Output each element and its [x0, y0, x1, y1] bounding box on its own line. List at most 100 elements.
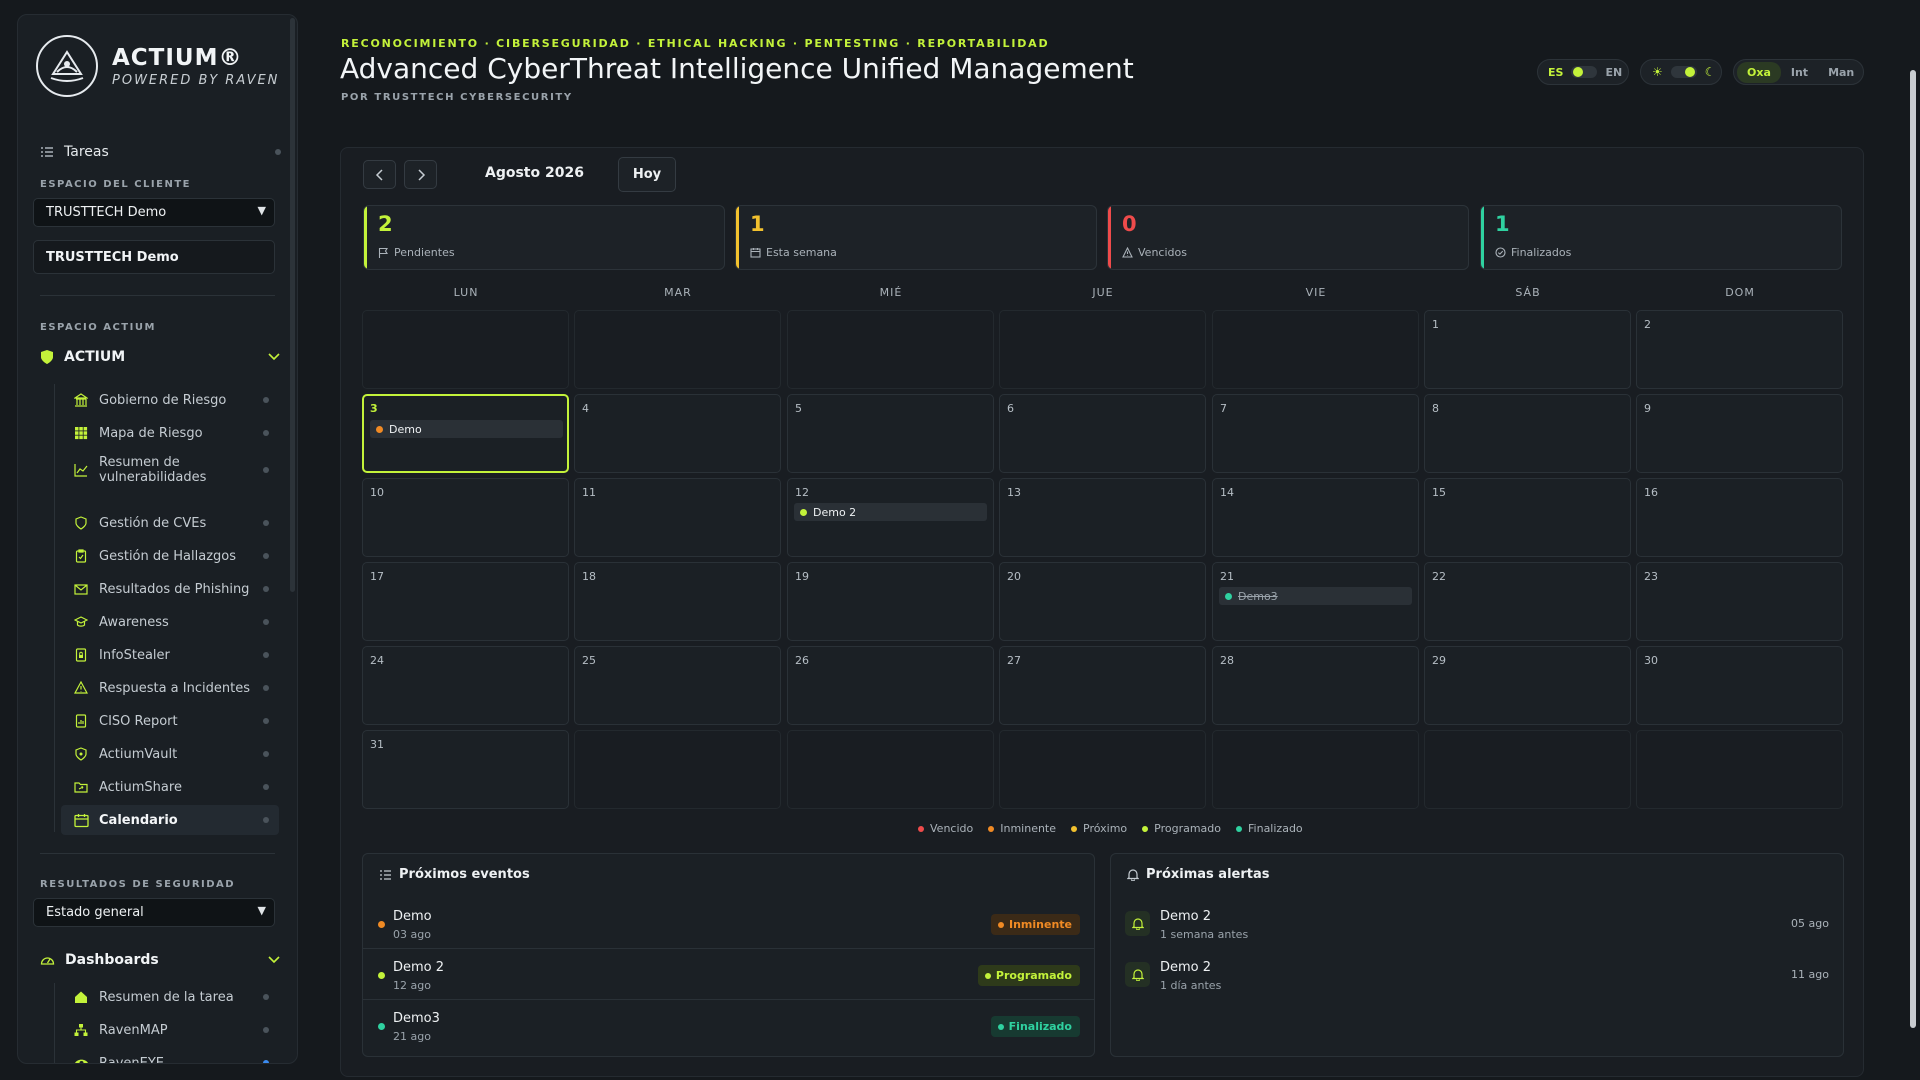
stat-card-finalizados[interactable]: 1 Finalizados: [1480, 205, 1842, 270]
sidebar-item-mapa-de-riesgo[interactable]: Mapa de Riesgo: [61, 418, 279, 448]
upcoming-event-row[interactable]: Demo3 21 ago Finalizado: [363, 1000, 1094, 1051]
sidebar-item-calendario[interactable]: Calendario: [61, 805, 279, 835]
mode-int[interactable]: Int: [1790, 65, 1809, 79]
alert-row[interactable]: Demo 2 1 día antes 11 ago: [1111, 949, 1843, 1000]
calendar-day-cell[interactable]: 1: [1424, 310, 1631, 389]
sidebar-item-label: Awareness: [99, 614, 169, 630]
calendar-day-cell[interactable]: 22: [1424, 562, 1631, 641]
calendar-day-cell[interactable]: 20: [999, 562, 1206, 641]
sidebar-item-gestion-de-cves[interactable]: Gestión de CVEs: [61, 508, 279, 538]
page-subtitle: POR TRUSTTECH CYBERSECURITY: [341, 92, 573, 103]
bell-icon: [1125, 962, 1150, 987]
sidebar-item-resultados-de-phishing[interactable]: Resultados de Phishing: [61, 574, 279, 604]
sidebar-item-resumen-de-la-tarea[interactable]: Resumen de la tarea: [61, 982, 279, 1012]
calendar-day-cell[interactable]: 4: [574, 394, 781, 473]
sidebar-item-ciso-report[interactable]: CISO Report: [61, 706, 279, 736]
calendar-day-cell[interactable]: 26: [787, 646, 994, 725]
sidebar-item-awareness[interactable]: Awareness: [61, 607, 279, 637]
today-button[interactable]: Hoy: [618, 157, 676, 192]
status-dot: [263, 619, 269, 625]
calendar-event[interactable]: Demo 2: [794, 503, 987, 521]
prev-month-button[interactable]: [363, 160, 396, 189]
theme-toggle[interactable]: ☀ ☾: [1640, 59, 1722, 85]
calendar-day-cell[interactable]: 25: [574, 646, 781, 725]
sidebar-item-actiumshare[interactable]: ActiumShare: [61, 772, 279, 802]
upcoming-event-row[interactable]: Demo 03 ago Inminente: [363, 898, 1094, 949]
alert-row[interactable]: Demo 2 1 semana antes 05 ago: [1111, 898, 1843, 949]
calendar-day-cell[interactable]: 21 Demo3: [1212, 562, 1419, 641]
calendar-day-cell[interactable]: 30: [1636, 646, 1843, 725]
language-toggle[interactable]: ES EN: [1537, 59, 1629, 85]
calendar-day-cell[interactable]: 18: [574, 562, 781, 641]
sidebar-item-actiumvault[interactable]: ActiumVault: [61, 739, 279, 769]
status-dot: [263, 994, 269, 1000]
calendar-day-cell[interactable]: 10: [362, 478, 569, 557]
sidebar-item-label: Gobierno de Riesgo: [99, 392, 227, 408]
sidebar-item-gobierno-de-riesgo[interactable]: Gobierno de Riesgo: [61, 385, 279, 415]
calendar-day-cell[interactable]: 27: [999, 646, 1206, 725]
calendar-day-cell[interactable]: 11: [574, 478, 781, 557]
day-number: 31: [370, 738, 384, 751]
calendar-day-cell[interactable]: 23: [1636, 562, 1843, 641]
mode-oxa[interactable]: Oxa: [1737, 61, 1781, 83]
calendar-day-cell-today[interactable]: 3 Demo: [362, 394, 569, 473]
submenu-line: [54, 983, 55, 1063]
day-number: 10: [370, 486, 384, 499]
calendar-day-cell[interactable]: 16: [1636, 478, 1843, 557]
upcoming-event-row[interactable]: Demo 2 12 ago Programado: [363, 949, 1094, 1000]
client-select[interactable]: TRUSTTECH Demo ▼: [33, 198, 275, 227]
status-dot: [263, 751, 269, 757]
legend-label: Programado: [1154, 822, 1222, 835]
calendar-day-cell[interactable]: 31: [362, 730, 569, 809]
security-select[interactable]: Estado general ▼: [33, 898, 275, 927]
clipboard-icon: [73, 548, 89, 564]
calendar-day-cell[interactable]: 13: [999, 478, 1206, 557]
calendar-day-cell[interactable]: 8: [1424, 394, 1631, 473]
calendar-day-cell[interactable]: 15: [1424, 478, 1631, 557]
stat-card-esta-semana[interactable]: 1 Esta semana: [735, 205, 1097, 270]
sidebar-scrollbar[interactable]: [290, 18, 295, 592]
calendar-day-cell[interactable]: 14: [1212, 478, 1419, 557]
calendar-day-cell[interactable]: 12 Demo 2: [787, 478, 994, 557]
calendar-event[interactable]: Demo: [370, 420, 563, 438]
calendar-icon: [73, 812, 89, 828]
stat-card-vencidos[interactable]: 0 Vencidos: [1107, 205, 1469, 270]
mode-switcher[interactable]: Oxa Int Man: [1733, 59, 1864, 85]
calendar-day-cell[interactable]: 2: [1636, 310, 1843, 389]
calendar-day-cell[interactable]: 5: [787, 394, 994, 473]
sidebar-item-gestion-de-hallazgos[interactable]: Gestión de Hallazgos: [61, 541, 279, 571]
theme-switch[interactable]: [1670, 66, 1697, 78]
next-month-button[interactable]: [404, 160, 437, 189]
calendar-empty-cell: [362, 310, 569, 389]
calendar-day-cell[interactable]: 9: [1636, 394, 1843, 473]
sidebar-item-infostealer[interactable]: InfoStealer: [61, 640, 279, 670]
lang-switch[interactable]: [1571, 66, 1598, 78]
actium-group-toggle[interactable]: ACTIUM: [40, 349, 280, 365]
calendar-day-cell[interactable]: 19: [787, 562, 994, 641]
day-number: 20: [1007, 570, 1021, 583]
sidebar-item-respuesta-a-incidentes[interactable]: Respuesta a Incidentes: [61, 673, 279, 703]
calendar-day-cell[interactable]: 7: [1212, 394, 1419, 473]
day-number: 17: [370, 570, 384, 583]
stat-label: Vencidos: [1138, 246, 1187, 259]
calendar-day-cell[interactable]: 29: [1424, 646, 1631, 725]
mode-man[interactable]: Man: [1828, 65, 1855, 79]
page-scrollbar[interactable]: [1910, 70, 1916, 1028]
dashboards-group-toggle[interactable]: Dashboards: [40, 952, 280, 968]
legend-label: Próximo: [1083, 822, 1128, 835]
sidebar-item-ravenmap[interactable]: RavenMAP: [61, 1015, 279, 1045]
brand[interactable]: ACTIUM® POWERED BY RAVEN: [36, 35, 279, 97]
sidebar-item-raveneye[interactable]: RavenEYE: [61, 1048, 279, 1063]
sidebar-item-resumen-de-vulnerabilidades[interactable]: Resumen de vulnerabilidades: [61, 451, 279, 489]
calendar-day-cell[interactable]: 24: [362, 646, 569, 725]
calendar-day-cell[interactable]: 6: [999, 394, 1206, 473]
calendar-day-cell[interactable]: 28: [1212, 646, 1419, 725]
tasks-nav-item[interactable]: Tareas: [40, 144, 281, 160]
calendar-event[interactable]: Demo3: [1219, 587, 1412, 605]
stat-card-pendientes[interactable]: 2 Pendientes: [363, 205, 725, 270]
shield-icon: [73, 515, 89, 531]
status-legend: Vencido Inminente Próximo Programado Fin…: [918, 822, 1318, 835]
event-label: Demo 2: [813, 505, 857, 519]
current-month: Agosto 2026: [485, 165, 584, 181]
calendar-day-cell[interactable]: 17: [362, 562, 569, 641]
